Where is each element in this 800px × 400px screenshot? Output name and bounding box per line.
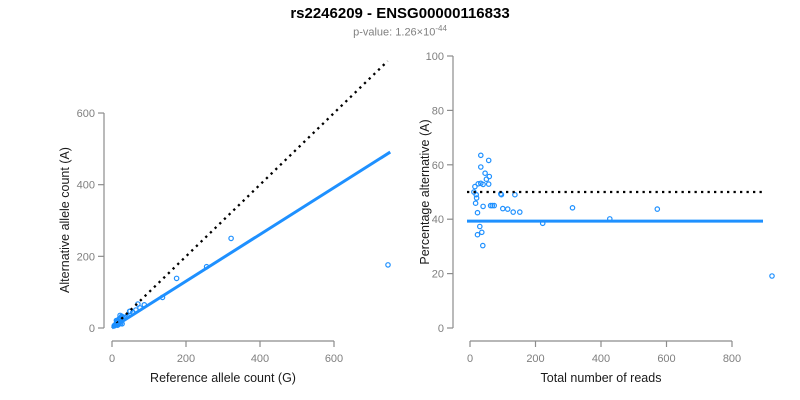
- right-x-tick-label: 0: [467, 353, 473, 365]
- right-x-tick-label: 600: [657, 353, 675, 365]
- right-data-point: [654, 206, 661, 212]
- left-y-tick-label: 400: [77, 180, 95, 192]
- left-data-point: [173, 275, 180, 282]
- right-data-point: [483, 176, 490, 183]
- left-y-axis-title: Alternative allele count (A): [58, 147, 72, 293]
- right-data-point: [516, 209, 523, 215]
- right-y-tick-label: 60: [432, 160, 444, 172]
- right-data-point: [485, 157, 492, 164]
- left-y-tick-label: 600: [77, 108, 95, 120]
- right-data-point: [510, 209, 517, 215]
- right-y-tick-label: 80: [432, 105, 444, 117]
- right-data-point: [472, 200, 479, 207]
- right-data-point: [482, 170, 488, 177]
- left-identity-line: [111, 60, 389, 329]
- pvalue-subtitle: p-value: 1.26×10-44: [0, 24, 800, 39]
- right-data-point: [476, 223, 483, 230]
- right-data-point: [569, 205, 576, 211]
- right-data-point: [474, 231, 481, 238]
- right-x-tick-label: 800: [723, 353, 741, 365]
- left-x-tick-label: 400: [251, 353, 269, 365]
- right-x-axis-title: Total number of reads: [540, 371, 662, 385]
- left-y-tick-label: 200: [77, 251, 95, 263]
- left-x-tick-label: 200: [177, 353, 195, 365]
- left-x-tick-label: 0: [109, 353, 115, 365]
- right-data-point: [473, 195, 480, 201]
- right-data-point: [499, 205, 506, 212]
- right-data-point: [479, 242, 486, 249]
- left-y-tick-label: 0: [89, 323, 95, 335]
- right-x-tick-label: 400: [592, 353, 610, 365]
- right-y-tick-label: 20: [432, 269, 444, 281]
- right-data-point: [489, 202, 496, 209]
- right-data-point: [473, 191, 480, 198]
- right-data-point: [474, 209, 481, 216]
- left-x-tick-label: 600: [325, 353, 343, 365]
- pvalue-text: p-value: 1.26×10: [353, 26, 436, 39]
- right-data-point: [491, 202, 498, 209]
- right-data-point: [477, 152, 484, 159]
- left-data-point: [228, 235, 234, 242]
- right-data-point: [480, 203, 486, 210]
- right-y-axis-title: Percentage alternative (A): [418, 119, 432, 265]
- page-title: rs2246209 - ENSG00000116833: [290, 5, 510, 22]
- left-x-axis-title: Reference allele count (G): [150, 371, 296, 385]
- left-fit-line: [111, 150, 392, 330]
- right-data-point: [769, 273, 775, 279]
- right-y-tick-label: 100: [426, 51, 444, 63]
- right-data-point: [480, 181, 486, 188]
- right-data-point: [512, 191, 518, 198]
- right-data-point: [477, 164, 484, 170]
- right-y-tick-label: 0: [438, 323, 444, 335]
- right-data-point: [472, 183, 478, 190]
- right-x-tick-label: 200: [526, 353, 544, 365]
- right-data-point: [504, 206, 511, 212]
- right-data-point: [478, 229, 485, 236]
- left-data-point: [385, 262, 391, 268]
- right-y-tick-label: 40: [432, 214, 444, 226]
- pvalue-exponent: -44: [435, 24, 447, 33]
- right-data-point: [485, 181, 492, 187]
